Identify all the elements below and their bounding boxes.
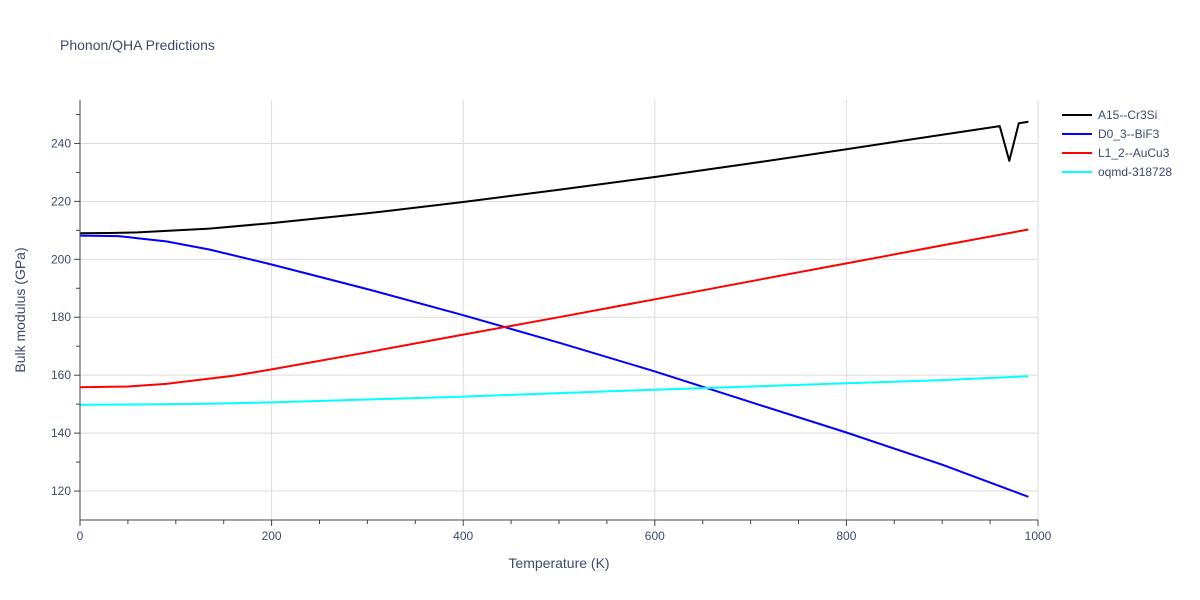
legend-label: D0_3--BiF3 bbox=[1098, 127, 1160, 141]
x-tick-label: 600 bbox=[645, 529, 665, 543]
chart-title: Phonon/QHA Predictions bbox=[60, 37, 215, 53]
x-tick-label: 800 bbox=[836, 529, 856, 543]
legend: A15--Cr3Si D0_3--BiF3 L1_2--AuCu3 oqmd-3187… bbox=[1062, 108, 1172, 179]
legend-label: L1_2--AuCu3 bbox=[1098, 146, 1170, 160]
y-tick-label: 180 bbox=[51, 310, 71, 324]
series-line-a15-cr3si bbox=[79, 120, 1029, 235]
legend-label: A15--Cr3Si bbox=[1098, 108, 1157, 122]
y-tick-label: 140 bbox=[51, 426, 71, 440]
y-tick-label: 240 bbox=[51, 136, 71, 150]
grid-layer bbox=[80, 100, 1039, 520]
series-line-oqmd-318728 bbox=[79, 375, 1029, 406]
x-axis-title: Temperature (K) bbox=[508, 555, 609, 571]
x-tick-label: 400 bbox=[453, 529, 473, 543]
y-axis-title: Bulk modulus (GPa) bbox=[12, 247, 28, 372]
x-tick-label: 1000 bbox=[1025, 529, 1052, 543]
y-tick-label: 120 bbox=[51, 484, 71, 498]
series-layer bbox=[79, 120, 1029, 498]
x-tick-label: 200 bbox=[262, 529, 282, 543]
y-tick-label: 160 bbox=[51, 368, 71, 382]
y-tick-label: 220 bbox=[51, 194, 71, 208]
y-tick-label: 200 bbox=[51, 252, 71, 266]
axis-layer: 0 200 400 600 800 1000 120 140 160 180 200 220 240 bbox=[51, 100, 1052, 543]
series-line-d0-3-bif3 bbox=[79, 234, 1029, 498]
series-line-l1-2-aucu3 bbox=[79, 228, 1029, 389]
legend-item[interactable]: A15--Cr3Si bbox=[1062, 108, 1157, 122]
legend-item[interactable]: D0_3--BiF3 bbox=[1062, 127, 1160, 141]
legend-item[interactable]: oqmd-318728 bbox=[1062, 165, 1172, 179]
legend-label: oqmd-318728 bbox=[1098, 165, 1172, 179]
legend-item[interactable]: L1_2--AuCu3 bbox=[1062, 146, 1170, 160]
x-tick-label: 0 bbox=[77, 529, 84, 543]
